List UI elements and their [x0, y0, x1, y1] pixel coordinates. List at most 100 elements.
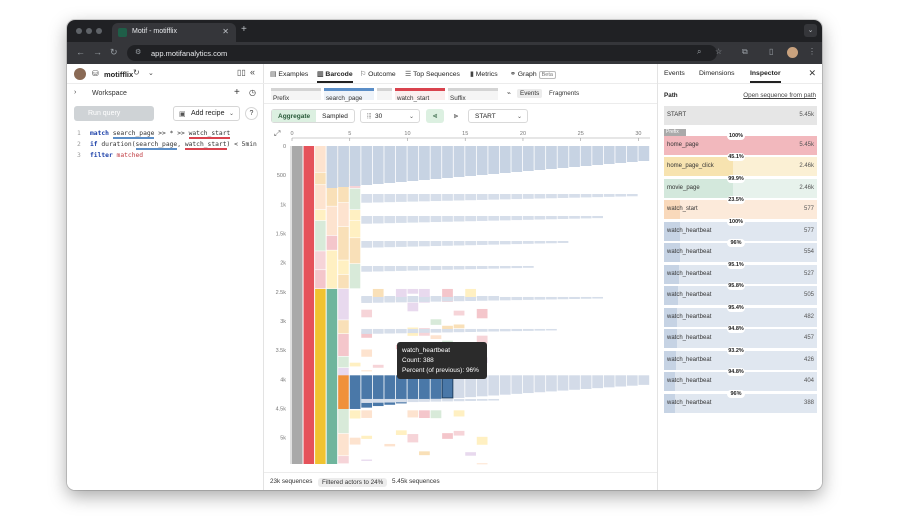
path-row[interactable]: watch_heartbeat 426	[664, 350, 817, 370]
tab-examples[interactable]: ▤ Examples	[270, 71, 309, 78]
chevron-right-icon[interactable]: ›	[74, 89, 77, 96]
zoom-icon[interactable]: ⌕	[697, 47, 702, 56]
barcode-chart[interactable]: 0 5 10 15 20 25 30 0 500 1k 1.5k 2k 2.5k 3k 3.5k 4k 4.5k…	[264, 128, 657, 470]
fragment-block	[407, 288, 419, 294]
bookmark-star-icon[interactable]: ☆	[715, 47, 723, 56]
filter-status[interactable]: Filtered actors to 24%	[318, 478, 388, 487]
url-text[interactable]: app.motifanalytics.com	[151, 49, 228, 58]
workspace-tree-row[interactable]: › Workspace + ◷	[67, 84, 264, 102]
home-page-column	[303, 146, 315, 464]
tab-search-icon[interactable]: ⌄	[804, 24, 817, 37]
profile-avatar[interactable]	[787, 47, 798, 58]
sequence-block	[430, 398, 442, 402]
y-tick-label: 0	[283, 144, 286, 150]
depth-select[interactable]: ⦙⦙⦙ 30 ⌄	[360, 109, 420, 123]
path-row[interactable]: watch_heartbeat 505	[664, 286, 817, 305]
path-row[interactable]: watch_heartbeat 527	[664, 264, 817, 284]
run-query-button[interactable]: Run query	[74, 106, 154, 121]
close-icon[interactable]: ✕	[808, 68, 816, 78]
fragment-block	[338, 260, 349, 275]
fragment-block	[361, 331, 373, 338]
sequence-block	[638, 146, 650, 161]
path-row[interactable]: movie_page 2.46k	[664, 178, 817, 198]
fragments-toggle[interactable]: Fragments	[549, 90, 580, 97]
extensions-icon[interactable]: ⧉	[742, 47, 748, 56]
tab-metrics[interactable]: ▮ Metrics	[470, 71, 498, 78]
tab-graph[interactable]: ⚭ Graph Beta	[510, 70, 556, 79]
path-row[interactable]: home_page 5.45k	[664, 135, 817, 155]
aggregate-button[interactable]: Aggregate	[272, 110, 317, 122]
tag-icon[interactable]: ⌁	[507, 90, 511, 97]
sequence-block	[557, 241, 569, 243]
path-row[interactable]: home_page_click 2.46k	[664, 157, 817, 176]
path-row[interactable]: watch_heartbeat 554	[664, 243, 817, 262]
site-info-icon[interactable]: ⚙	[135, 49, 142, 56]
tab-barcode[interactable]: ▥ Barcode	[317, 71, 353, 83]
query-editor[interactable]: 1 match search_page >> * >> watch_start …	[67, 130, 264, 163]
new-tab-icon[interactable]: +	[241, 24, 247, 35]
sequence-block	[476, 328, 488, 332]
barcode-svg[interactable]: 0 5 10 15 20 25 30 0 500 1k 1.5k 2k 2.5k 3k 3.5k 4k 4.5k…	[264, 128, 657, 470]
align-right-icon[interactable]: ⫸	[453, 111, 459, 120]
search-page-chip[interactable]: search_page	[324, 88, 374, 102]
tab-inspector[interactable]: Inspector	[750, 70, 781, 83]
fragment-block	[395, 288, 407, 303]
tab-events[interactable]: Events	[664, 70, 685, 77]
sampled-button[interactable]: Sampled	[322, 113, 348, 120]
path-row[interactable]: watch_start 577	[664, 200, 817, 219]
help-icon[interactable]: ?	[245, 107, 258, 120]
user-avatar[interactable]	[74, 68, 86, 80]
path-row[interactable]: watch_heartbeat 388	[664, 393, 817, 413]
heartbeat-block	[384, 375, 396, 405]
movie-page-column	[326, 288, 338, 464]
chevron-down-icon[interactable]: ⌄	[148, 70, 154, 77]
browser-menu-icon[interactable]: ⋮	[808, 47, 816, 56]
sequence-block	[534, 296, 546, 300]
workspace-tree-label[interactable]: Workspace	[92, 90, 127, 97]
heartbeat-block	[372, 375, 384, 407]
window-controls[interactable]	[76, 28, 106, 36]
sequence-count: 23k sequences	[270, 478, 313, 485]
tab-dimensions[interactable]: Dimensions	[699, 70, 735, 77]
align-left-icon[interactable]: ⫷	[426, 109, 444, 123]
add-recipe-button[interactable]: ▣ Add recipe ⌄	[173, 106, 240, 121]
address-bar[interactable]: ⚙ app.motifanalytics.com	[127, 45, 717, 61]
sequence-block	[453, 266, 465, 270]
code-line[interactable]: 3 filter matched	[77, 152, 144, 159]
browser-tab[interactable]: Motif - motifflix ✕	[112, 23, 236, 42]
back-icon[interactable]: ←	[76, 47, 85, 57]
path-row[interactable]: watch_heartbeat 577	[664, 221, 817, 241]
suffix-chip[interactable]: Suffix	[448, 88, 498, 102]
tab-top-sequences[interactable]: ☰ Top Sequences	[405, 71, 460, 78]
align-select[interactable]: START ⌄	[468, 109, 528, 123]
gap-chip[interactable]	[377, 88, 392, 100]
code-line[interactable]: 1 match search_page >> * >> watch_start	[77, 130, 231, 139]
refresh-icon[interactable]: ↻	[133, 68, 140, 77]
prefix-chip[interactable]: Prefix	[271, 88, 321, 102]
tab-outcome[interactable]: ⚐ Outcome	[360, 71, 396, 78]
path-row[interactable]: watch_heartbeat 457	[664, 329, 817, 348]
side-panel-icon[interactable]: ▯	[769, 47, 774, 56]
code-line[interactable]: 2 if duration(search_page, watch_start) …	[77, 141, 257, 150]
sequence-block	[453, 241, 465, 246]
collapse-panel-icon[interactable]: «	[250, 67, 256, 77]
close-tab-icon[interactable]: ✕	[222, 27, 229, 36]
reload-icon[interactable]: ↻	[110, 47, 118, 57]
path-row[interactable]: watch_heartbeat 404	[664, 372, 817, 391]
path-row-bar	[664, 350, 676, 370]
sequence-block	[546, 328, 557, 331]
sequence-block	[488, 216, 500, 221]
sequence-block	[534, 216, 546, 220]
watch-start-chip[interactable]: watch_start	[395, 88, 445, 102]
workspace-name[interactable]: motifflix	[104, 70, 134, 79]
book-icon[interactable]: ▯▯	[237, 68, 246, 77]
fragment-block	[453, 310, 465, 316]
path-row[interactable]: watch_heartbeat 482	[664, 307, 817, 327]
history-icon[interactable]: ◷	[249, 88, 256, 97]
sequence-block	[338, 146, 349, 187]
path-row[interactable]: START 5.45k	[664, 106, 817, 125]
add-icon[interactable]: +	[234, 87, 240, 98]
forward-icon[interactable]: →	[93, 47, 102, 57]
events-toggle[interactable]: Events	[517, 89, 543, 98]
open-sequence-link[interactable]: Open sequence from path	[743, 92, 816, 99]
